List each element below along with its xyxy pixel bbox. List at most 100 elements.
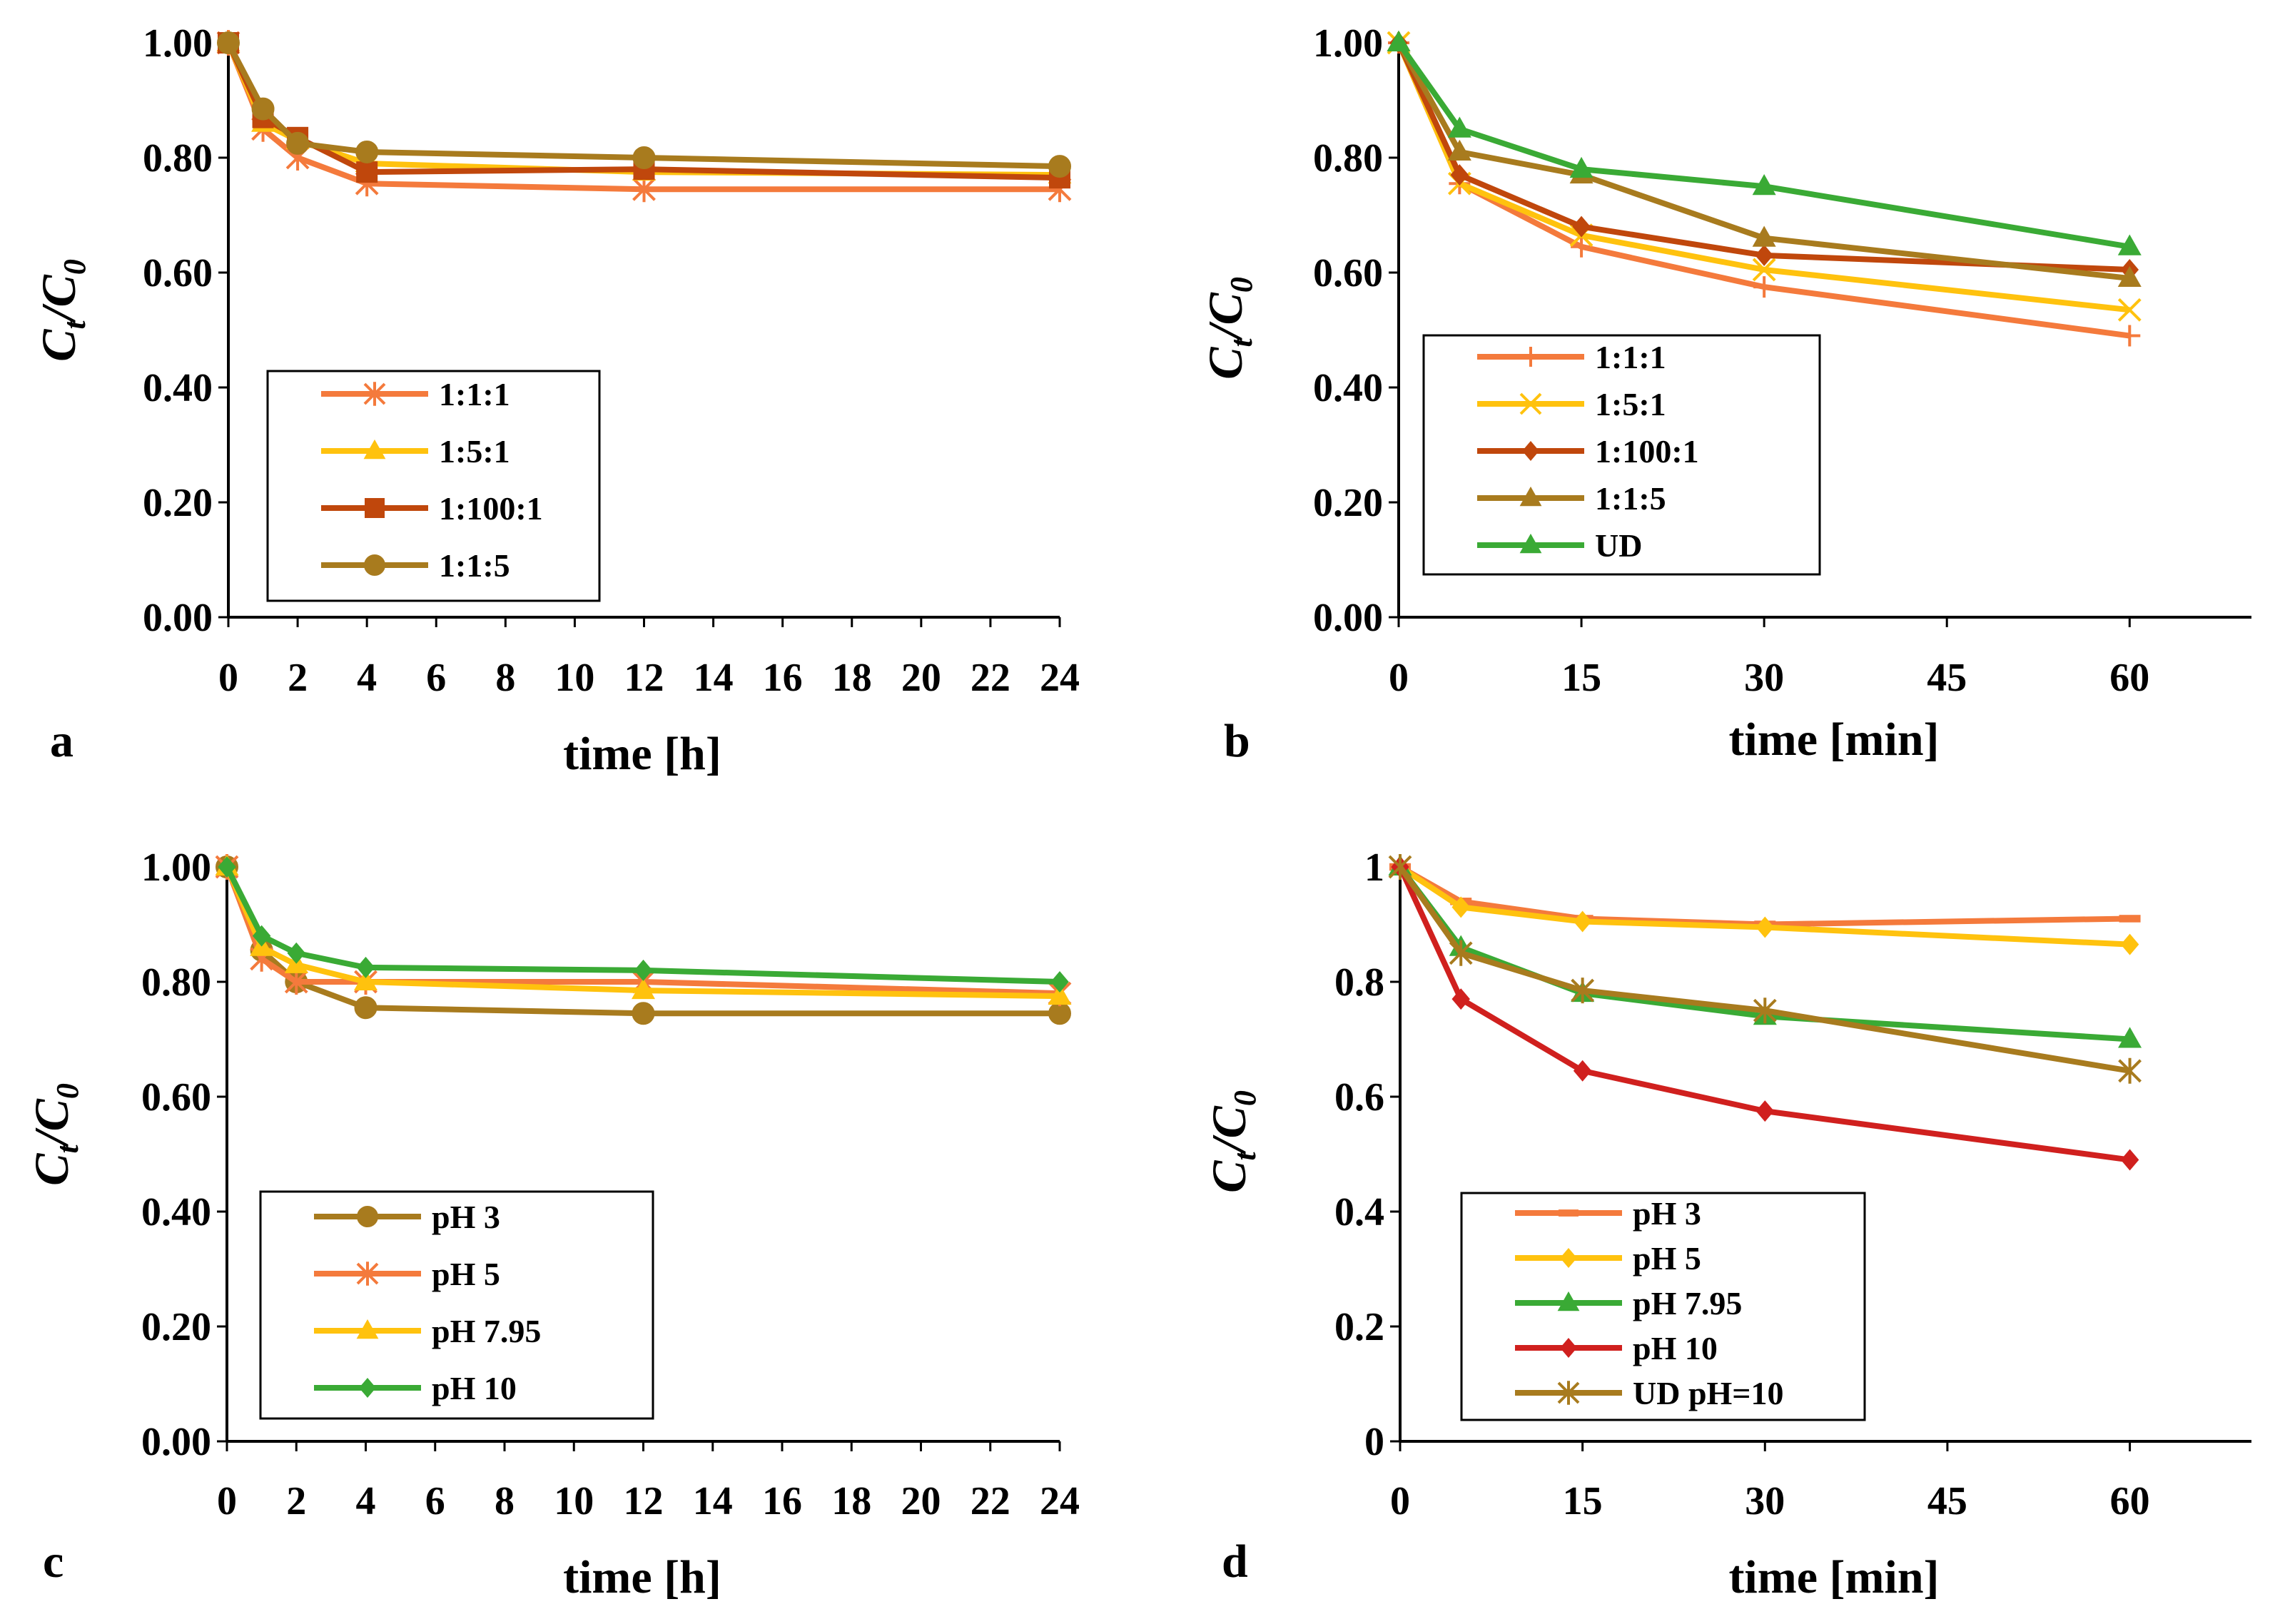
legend-item-d-1: pH 5 — [1515, 1240, 1701, 1277]
data-point-b-0 — [1753, 276, 1775, 298]
x-tick-label-b: 45 — [1927, 656, 1967, 700]
legend-swatch-marker-d-4 — [1557, 1381, 1580, 1405]
legend-item-c-1: pH 5 — [314, 1256, 500, 1292]
data-point-c-3 — [356, 956, 375, 978]
series-line-c-1 — [224, 866, 1060, 997]
legend-item-d-0: pH 3 — [1515, 1195, 1701, 1232]
y-axis-title-b: Ct/C0 — [1198, 277, 1259, 380]
legend-item-c-3: pH 10 — [314, 1370, 517, 1406]
y-tick-label-c: 0.60 — [141, 1075, 211, 1120]
x-tick-label-a: 16 — [763, 656, 803, 700]
x-tick-label-a: 0 — [218, 656, 238, 700]
y-tick-label-d: 1 — [1364, 846, 1384, 890]
y-axis-title-num-sub-d: t — [1227, 1151, 1262, 1161]
series-b-4 — [1387, 30, 2142, 255]
x-axis-title-c: time [h] — [563, 1551, 721, 1603]
y-tick-label-b: 0.40 — [1313, 366, 1383, 410]
series-a-3 — [217, 31, 1071, 178]
x-tick-label-c: 14 — [693, 1479, 733, 1523]
y-tick-label-a: 0.40 — [143, 366, 213, 410]
x-tick-label-a: 22 — [971, 656, 1010, 700]
series-group-b — [1387, 30, 2142, 347]
legend-swatch-marker-b-0 — [1521, 347, 1541, 367]
legend-item-b-0: 1:1:1 — [1477, 339, 1666, 375]
data-point-b-4 — [1447, 116, 1471, 138]
legend-swatch-marker-a-3 — [364, 554, 385, 576]
panel-label-c: c — [43, 1536, 64, 1588]
data-point-c-3 — [218, 856, 236, 878]
y-axis-title-num-a: C — [31, 329, 86, 362]
legend-label-b-1: 1:5:1 — [1595, 386, 1666, 422]
data-point-c-2 — [632, 978, 655, 1000]
x-tick-label-a: 6 — [426, 656, 446, 700]
data-point-a-3 — [251, 97, 275, 121]
data-point-b-0 — [1571, 235, 1593, 258]
x-tick-label-b: 0 — [1389, 656, 1409, 700]
legend-item-d-3: pH 10 — [1515, 1330, 1718, 1366]
x-tick-label-b: 60 — [2109, 656, 2149, 700]
y-axis-title-den-sub-c: 0 — [50, 1083, 85, 1099]
data-point-d-4 — [1753, 998, 1777, 1024]
legend-item-b-4: UD — [1477, 527, 1642, 564]
data-point-a-2 — [356, 161, 378, 183]
data-point-d-1 — [1573, 910, 1592, 933]
legend-item-b-1: 1:5:1 — [1477, 386, 1666, 422]
y-axis-title-den-c: C — [24, 1098, 78, 1131]
data-point-c-3 — [1050, 971, 1069, 993]
y-tick-label-b: 0.00 — [1313, 596, 1383, 640]
axes-b: 0.00 0.20 0.40 0.60 0.80 1.00 0 15 30 45 60 — [1313, 21, 2251, 700]
data-point-b-4 — [1387, 30, 1411, 51]
panel-label-b: b — [1224, 715, 1250, 767]
x-tick-label-d: 60 — [2110, 1479, 2150, 1523]
y-tick-label-c: 0.80 — [141, 960, 211, 1005]
legend-box-c — [259, 1190, 654, 1420]
data-point-b-2 — [1450, 164, 1469, 186]
x-tick-label-c: 6 — [425, 1479, 445, 1523]
y-axis-title-num-c: C — [24, 1153, 78, 1186]
chart-panel-d: 0 0.2 0.4 0.6 0.8 1 0 15 30 45 60 d time [min] Ct/… — [1202, 846, 2251, 1603]
legend-swatch-marker-d-1 — [1560, 1248, 1577, 1268]
x-tick-label-a: 14 — [694, 656, 734, 700]
y-axis-title-num-sub-a: t — [57, 320, 92, 330]
x-tick-label-a: 18 — [832, 656, 872, 700]
legend-label-c-3: pH 10 — [432, 1370, 517, 1406]
panel-label-d: d — [1222, 1536, 1248, 1588]
legend-swatch-marker-b-4 — [1519, 533, 1542, 554]
legend-item-a-2: 1:100:1 — [321, 490, 543, 527]
data-point-d-4 — [1571, 978, 1595, 1004]
legend-swatch-marker-b-2 — [1522, 441, 1539, 461]
data-point-d-1 — [1451, 896, 1470, 918]
series-line-d-4 — [1397, 865, 2131, 1074]
y-tick-label-d: 0.4 — [1334, 1190, 1384, 1234]
x-tick-label-a: 24 — [1040, 656, 1080, 700]
legend-swatch-marker-d-2 — [1557, 1291, 1580, 1311]
legend-box-d — [1460, 1192, 1866, 1421]
data-point-d-4 — [1449, 940, 1473, 966]
y-tick-label-b: 0.20 — [1313, 481, 1383, 525]
legend-entries-d: pH 3 pH 5 pH 7.95 pH 10 UD pH=10 — [1515, 1195, 1784, 1411]
data-point-c-2 — [354, 969, 378, 990]
data-point-b-2 — [1755, 244, 1773, 266]
chart-panel-a: 0.000.200.400.600.801.000 2 4 6 8 10 12 14 16 18 2… — [31, 21, 1080, 780]
y-axis-title-den-b: C — [1198, 292, 1252, 325]
x-tick-label-c: 10 — [554, 1479, 594, 1523]
y-tick-label-c: 0.20 — [141, 1305, 211, 1349]
y-tick-label-d: 0.2 — [1334, 1305, 1384, 1349]
axes-c: 0.000.200.400.600.801.000 2 4 6 8 10 12 14 16 18 2… — [141, 846, 1080, 1523]
y-tick-label-c: 0.00 — [141, 1420, 211, 1464]
data-point-c-3 — [634, 959, 653, 981]
x-tick-label-c: 18 — [831, 1479, 871, 1523]
series-d-4 — [1388, 854, 2142, 1084]
legend-swatch-marker-a-0 — [363, 382, 386, 406]
legend-label-d-2: pH 7.95 — [1633, 1285, 1742, 1321]
x-axis-title-b: time [min] — [1728, 714, 1939, 766]
legend-item-a-1: 1:5:1 — [321, 433, 510, 470]
y-axis-title-den-d: C — [1202, 1105, 1256, 1138]
legend-entries-a: 1:1:1 1:5:1 1:100:1 1:1:5 — [321, 376, 543, 584]
legend-label-c-0: pH 3 — [432, 1199, 500, 1235]
legend-item-a-3: 1:1:5 — [321, 547, 510, 584]
x-tick-label-c: 20 — [901, 1479, 941, 1523]
series-line-b-4 — [1396, 41, 2130, 250]
y-tick-label-c: 1.00 — [141, 846, 211, 890]
